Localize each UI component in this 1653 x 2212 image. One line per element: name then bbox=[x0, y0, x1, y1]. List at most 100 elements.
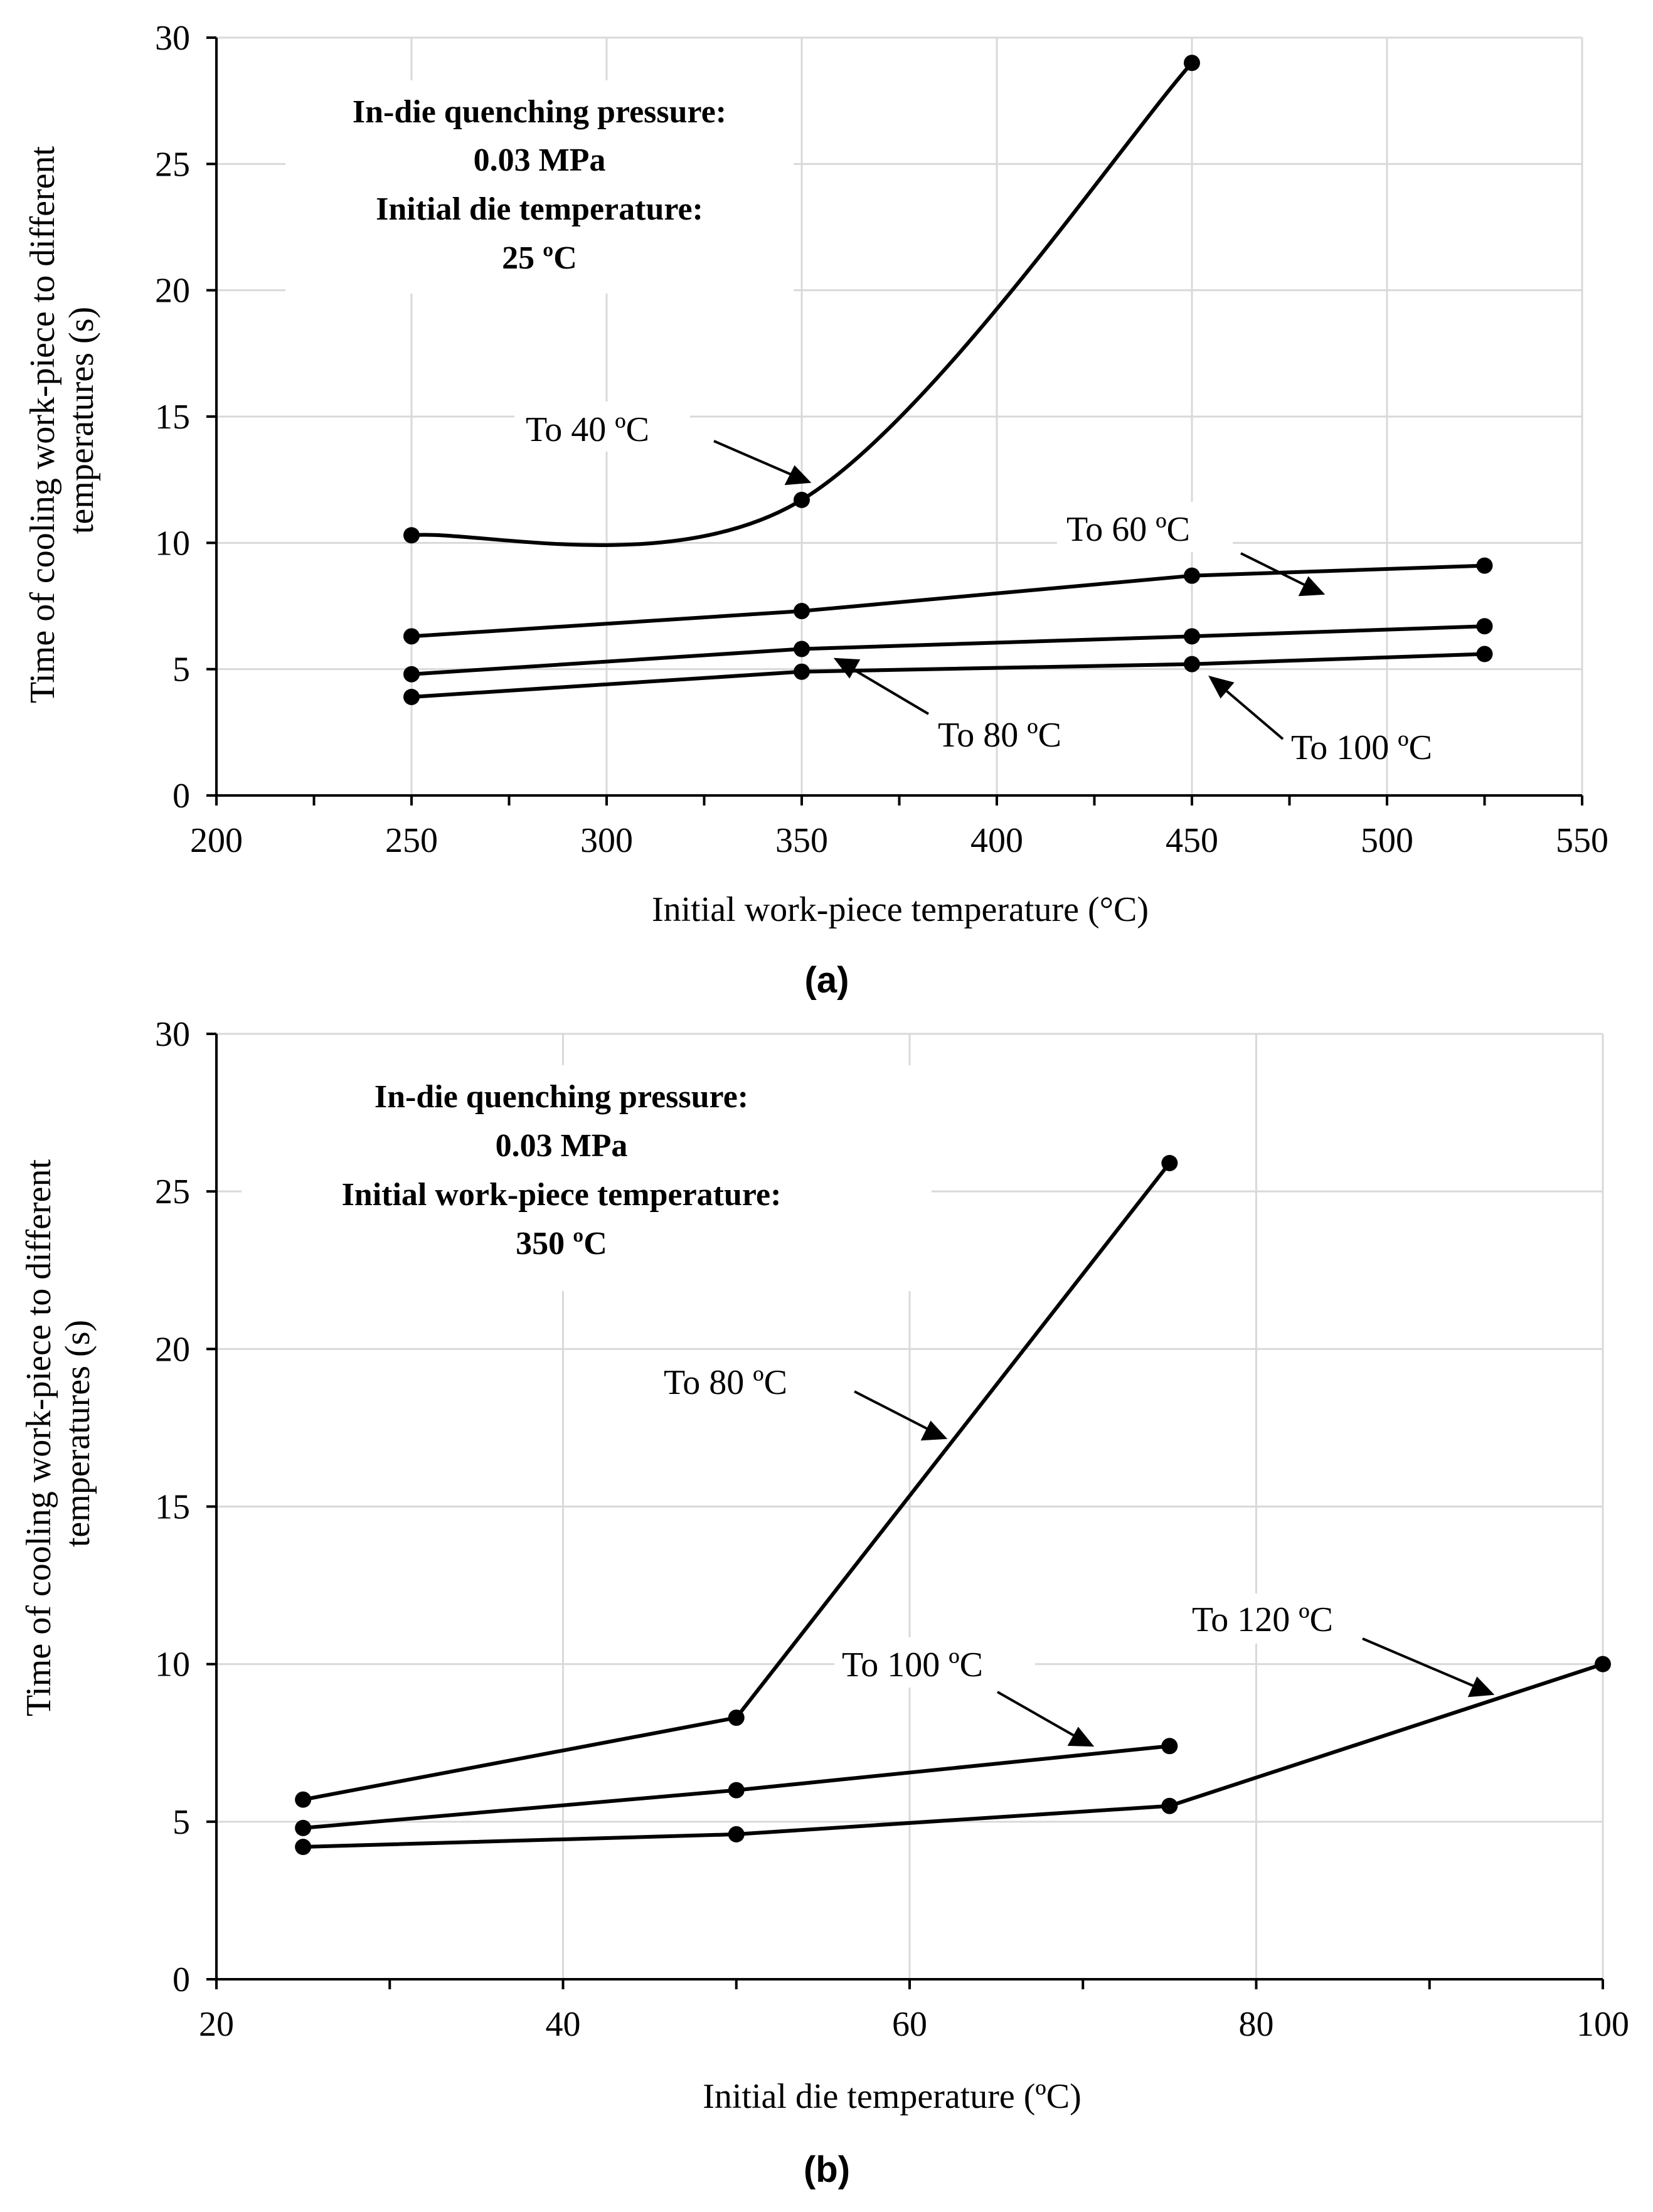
data-point bbox=[794, 663, 810, 680]
y-tick-label: 10 bbox=[155, 524, 190, 563]
y-axis-label-line-2: temperatures (s) bbox=[62, 307, 101, 534]
series-label-to-100: To 100 ºC bbox=[842, 1646, 983, 1684]
chart-panel-b: 0 5 10 15 20 25 30 20 40 60 80 100 In-die quenching… bbox=[19, 1015, 1629, 2190]
arrowhead-to-80 bbox=[833, 657, 861, 679]
y-axis-label-line-2: temperatures (s) bbox=[58, 1320, 97, 1547]
info-line-4: 25 ºC bbox=[502, 240, 577, 276]
y-axis-label-line-1: Time of cooling work-piece to different bbox=[19, 1159, 58, 1716]
x-tick-label: 100 bbox=[1576, 2005, 1629, 2044]
data-point bbox=[794, 603, 810, 620]
data-point bbox=[1184, 567, 1200, 584]
info-line-3: Initial work-piece temperature: bbox=[342, 1177, 782, 1213]
x-axis-label: Initial die temperature (ºC) bbox=[703, 2077, 1082, 2116]
info-line-2: 0.03 MPa bbox=[496, 1128, 628, 1164]
series-line-2 bbox=[411, 624, 1485, 676]
data-point bbox=[1161, 1154, 1178, 1171]
axes bbox=[206, 1033, 1604, 1989]
arrow-to-100 bbox=[1222, 687, 1284, 740]
info-line-1: In-die quenching pressure: bbox=[353, 94, 726, 130]
label-bg bbox=[834, 1637, 1035, 1688]
y-axis-label: Time of cooling work-piece to different … bbox=[19, 1151, 97, 1716]
y-tick-label: 25 bbox=[155, 145, 190, 184]
data-point bbox=[728, 1826, 745, 1842]
info-line-1: In-die quenching pressure: bbox=[375, 1079, 748, 1115]
data-series bbox=[295, 1154, 1611, 1856]
y-tick-label: 20 bbox=[155, 1330, 190, 1369]
x-tick-label: 450 bbox=[1166, 821, 1218, 860]
chart-panel-a: 0 5 10 15 20 25 30 200 250 300 350 400 450 500 550 In-… bbox=[23, 19, 1608, 1001]
y-tick-label: 0 bbox=[173, 1960, 190, 1999]
data-series bbox=[403, 55, 1493, 705]
arrowhead-to-40 bbox=[784, 465, 812, 486]
x-tick-label: 60 bbox=[892, 2005, 927, 2044]
series-label-to-80: To 80 ºC bbox=[938, 716, 1061, 755]
data-point bbox=[403, 527, 420, 544]
arrowhead-to-80 bbox=[920, 1420, 948, 1441]
series-label-to-40: To 40 ºC bbox=[526, 410, 649, 449]
arrow-to-80 bbox=[854, 1390, 931, 1432]
axes bbox=[206, 36, 1583, 806]
data-point bbox=[1184, 628, 1200, 645]
info-box bbox=[242, 1065, 932, 1291]
data-point bbox=[794, 491, 810, 508]
y-tick-label: 15 bbox=[155, 1488, 190, 1527]
arrow-to-120 bbox=[1362, 1637, 1478, 1689]
arrowhead-to-60 bbox=[1298, 576, 1326, 597]
x-tick-label: 20 bbox=[199, 2005, 234, 2044]
y-tick-label: 30 bbox=[155, 19, 190, 58]
y-tick-label: 0 bbox=[173, 777, 190, 816]
panel-label-a: (a) bbox=[805, 960, 849, 1001]
data-point bbox=[295, 1839, 312, 1856]
series-line-2 bbox=[303, 1662, 1603, 1849]
series-label-to-100: To 100 ºC bbox=[1291, 728, 1432, 767]
grid-lines bbox=[216, 36, 1583, 795]
series-line-1 bbox=[411, 563, 1485, 639]
y-tick-label: 15 bbox=[155, 398, 190, 437]
arrowhead-to-120 bbox=[1467, 1676, 1495, 1698]
arrowhead-to-100 bbox=[1067, 1726, 1095, 1747]
y-tick-label: 25 bbox=[155, 1172, 190, 1211]
label-bg bbox=[652, 1355, 828, 1405]
x-tick-label: 200 bbox=[190, 821, 243, 860]
label-bg bbox=[514, 401, 690, 452]
x-tick-label: 350 bbox=[775, 821, 828, 860]
x-tick-label: 40 bbox=[546, 2005, 581, 2044]
x-tick-label: 400 bbox=[970, 821, 1023, 860]
y-tick-label: 5 bbox=[173, 1803, 190, 1842]
data-point bbox=[728, 1710, 745, 1726]
data-point bbox=[1476, 557, 1493, 574]
data-point bbox=[403, 688, 420, 705]
panel-label-b: (b) bbox=[804, 2149, 850, 2190]
label-bg bbox=[1057, 502, 1233, 552]
tick-labels: 0 5 10 15 20 25 30 20 40 60 80 100 bbox=[155, 1015, 1629, 2044]
arrowhead-to-100 bbox=[1208, 675, 1235, 699]
data-point bbox=[728, 1782, 745, 1799]
data-point bbox=[1161, 1738, 1178, 1755]
info-box bbox=[285, 80, 794, 294]
x-tick-label: 80 bbox=[1239, 2005, 1274, 2044]
data-point bbox=[403, 666, 420, 683]
data-point bbox=[295, 1819, 312, 1836]
label-bg bbox=[1183, 1593, 1383, 1644]
y-axis-label-line-1: Time of cooling work-piece to different bbox=[23, 146, 62, 703]
data-point bbox=[1595, 1656, 1611, 1672]
data-point bbox=[1184, 656, 1200, 673]
series-label-to-60: To 60 ºC bbox=[1066, 510, 1190, 549]
x-tick-label: 250 bbox=[385, 821, 438, 860]
y-tick-label: 30 bbox=[155, 1015, 190, 1054]
arrow-to-40 bbox=[713, 440, 794, 477]
series-label-to-120: To 120 ºC bbox=[1192, 1600, 1333, 1639]
x-axis-label: Initial work-piece temperature (°C) bbox=[652, 890, 1149, 929]
data-point bbox=[794, 641, 810, 657]
x-tick-label: 300 bbox=[580, 821, 633, 860]
x-tick-label: 550 bbox=[1556, 821, 1608, 860]
data-point bbox=[1476, 646, 1493, 662]
y-axis-label: Time of cooling work-piece to different … bbox=[23, 137, 101, 703]
y-tick-label: 20 bbox=[155, 272, 190, 311]
info-line-4: 350 ºC bbox=[516, 1226, 607, 1262]
y-tick-label: 10 bbox=[155, 1646, 190, 1684]
series-line-3 bbox=[411, 652, 1485, 699]
data-point bbox=[1184, 55, 1200, 72]
arrow-to-100 bbox=[997, 1691, 1078, 1739]
